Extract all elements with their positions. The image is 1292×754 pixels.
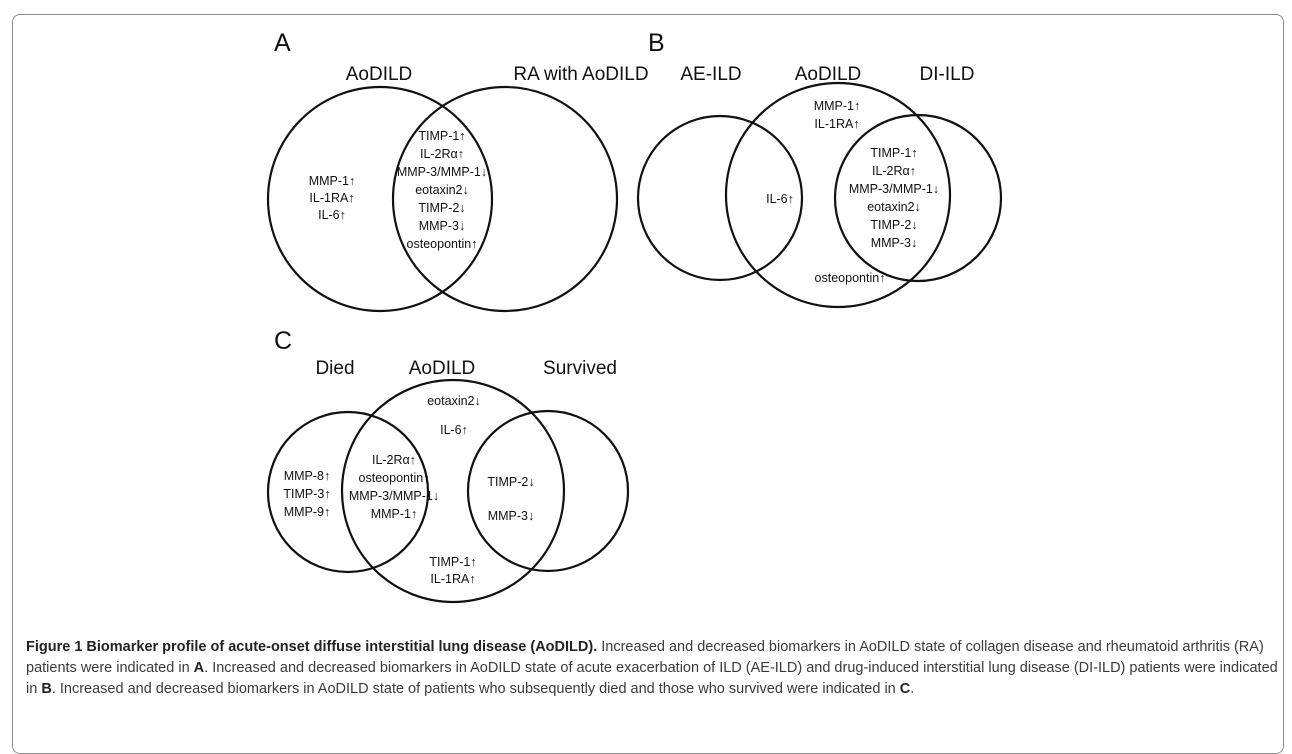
panel-b-di-overlap-item: IL-2Rα↑ — [872, 164, 916, 178]
figure-caption: Figure 1 Biomarker profile of acute-onse… — [26, 637, 1278, 700]
panel-b-ae-overlap-item: IL-6↑ — [766, 192, 794, 206]
panel-a: A AoDILD RA with AoDILD MMP-1↑ IL-1RA↑ I… — [266, 29, 649, 313]
panel-c-died-item: TIMP-3↑ — [283, 487, 330, 501]
caption-panel-ref: B — [41, 681, 52, 697]
panel-c-aodild-item: IL-1RA↑ — [430, 572, 475, 586]
panel-b-circle-aodild — [724, 81, 952, 309]
panel-a-overlap-item: IL-2Rα↑ — [420, 147, 464, 161]
caption-text: . Increased and decreased biomarkers in … — [51, 681, 900, 697]
panel-b-set-ae-ild-label: AE-ILD — [680, 64, 741, 85]
caption-text: Increased and decreased biomarkers in Ao… — [26, 639, 1264, 676]
panel-b-letter: B — [648, 29, 665, 57]
panel-b-aodild-item: MMP-1↑ — [814, 99, 861, 113]
panel-a-overlap-item: osteopontin↑ — [407, 237, 478, 251]
panel-c-circle-aodild — [340, 378, 566, 604]
panel-b-circle-ae-ild — [636, 114, 804, 282]
panel-c-aodild-item: TIMP-1↑ — [429, 555, 476, 569]
panel-c-set-aodild-label: AoDILD — [409, 358, 476, 379]
panel-b-di-overlap-item: TIMP-2↓ — [870, 218, 917, 232]
panel-b-aodild-item: IL-1RA↑ — [814, 117, 859, 131]
panel-b-aodild-item: osteopontin↑ — [815, 271, 886, 285]
panel-b: B AE-ILD AoDILD DI-ILD MMP-1↑ IL-1RA↑ IL… — [636, 29, 1003, 309]
caption-title: Figure 1 Biomarker profile of acute-onse… — [26, 639, 598, 655]
panel-c-died-item: MMP-8↑ — [284, 469, 331, 483]
panel-b-set-aodild-label: AoDILD — [795, 64, 862, 85]
panel-b-di-overlap-item: eotaxin2↓ — [867, 200, 921, 214]
panel-a-set-ra-label: RA with AoDILD — [513, 64, 648, 85]
panel-a-left-item: MMP-1↑ — [309, 174, 356, 188]
panel-a-overlap-item: TIMP-1↑ — [418, 129, 465, 143]
panel-c-circle-survived — [466, 409, 630, 573]
caption-text: . Increased and decreased biomarkers in … — [26, 660, 1278, 697]
panel-c-died-overlap-item: MMP-3/MMP-1↓ — [349, 489, 439, 503]
caption-panel-ref: C — [899, 681, 911, 697]
panel-a-left-item: IL-6↑ — [318, 208, 346, 222]
caption-panel-ref: A — [193, 660, 205, 676]
panel-c: C Died AoDILD Survived eotaxin2↓ IL-6↑ M… — [266, 327, 630, 604]
panel-c-survived-overlap-item: MMP-3↓ — [488, 509, 535, 523]
panel-b-circle-di-ild — [833, 113, 1003, 283]
panel-b-di-overlap-item: TIMP-1↑ — [870, 146, 917, 160]
panel-a-circle-ra — [391, 85, 619, 313]
panel-a-circle-aodild — [266, 85, 494, 313]
panel-c-died-overlap-item: IL-2Rα↑ — [372, 453, 416, 467]
panel-c-died-overlap-item: MMP-1↑ — [371, 507, 418, 521]
panel-b-di-overlap-item: MMP-3/MMP-1↓ — [849, 182, 939, 196]
panel-c-died-item: MMP-9↑ — [284, 505, 331, 519]
panel-c-circle-died — [266, 410, 430, 574]
panel-a-overlap-item: MMP-3/MMP-1↓ — [397, 165, 487, 179]
panel-b-set-di-ild-label: DI-ILD — [920, 64, 975, 85]
venn-figure: A AoDILD RA with AoDILD MMP-1↑ IL-1RA↑ I… — [266, 29, 1003, 604]
panel-a-left-item: IL-1RA↑ — [309, 191, 354, 205]
caption-text: . — [910, 681, 915, 697]
panel-c-set-survived-label: Survived — [543, 358, 617, 379]
panel-c-letter: C — [274, 327, 292, 355]
panel-a-overlap-item: TIMP-2↓ — [418, 201, 465, 215]
panel-a-overlap-item: eotaxin2↓ — [415, 183, 469, 197]
panel-c-set-died-label: Died — [315, 358, 354, 379]
panel-a-letter: A — [274, 29, 291, 57]
panel-a-overlap-item: MMP-3↓ — [419, 219, 466, 233]
panel-b-di-overlap-item: MMP-3↓ — [871, 236, 918, 250]
panel-c-aodild-item: IL-6↑ — [440, 423, 468, 437]
panel-c-survived-overlap-item: TIMP-2↓ — [487, 475, 534, 489]
panel-c-died-overlap-item: osteopontin↑ — [359, 471, 430, 485]
panel-a-set-aodild-label: AoDILD — [346, 64, 413, 85]
panel-c-aodild-item: eotaxin2↓ — [427, 394, 481, 408]
